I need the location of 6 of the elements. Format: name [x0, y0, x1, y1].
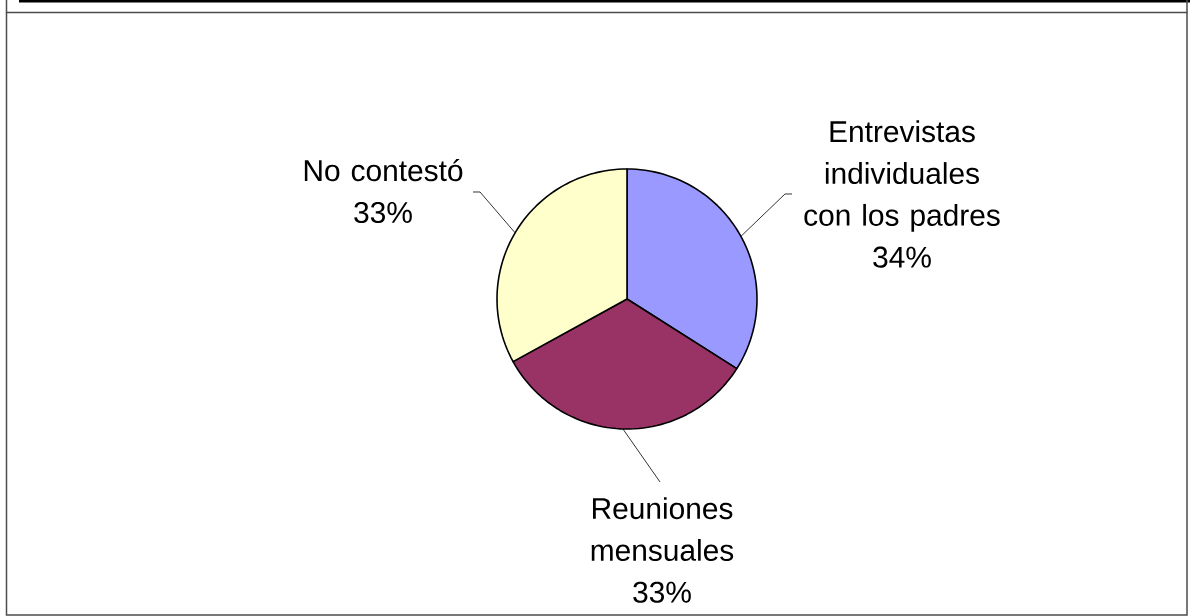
data-label: 33%: [633, 581, 691, 603]
slice-label: Reuniones mensuales: [591, 497, 734, 561]
slice-label: Entrevistas individuales con los padres: [804, 120, 1000, 232]
data-label: 33%: [354, 201, 412, 224]
slice-label: No contestó: [304, 158, 463, 182]
data-label: 34%: [873, 246, 931, 268]
